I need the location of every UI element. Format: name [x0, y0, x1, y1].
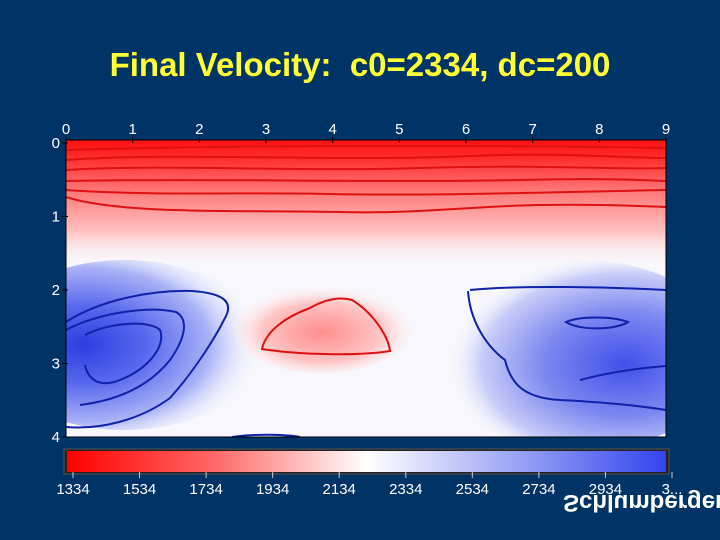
x-tick-label: 1 — [128, 121, 136, 138]
y-axis: 0 1 2 3 4 — [52, 135, 68, 446]
y-tick-label: 3 — [52, 356, 60, 373]
x-tick-label: 5 — [395, 121, 403, 138]
y-tick-label: 4 — [52, 429, 60, 446]
watermark-text: Schlumberger — [563, 489, 720, 516]
contour-line — [469, 285, 666, 291]
colorbar-tick-label: 1934 — [256, 481, 289, 498]
colorbar-gradient — [67, 451, 666, 472]
heatmap-field — [66, 140, 666, 437]
contour-line — [231, 433, 301, 437]
contour-line — [66, 308, 185, 406]
contour-line — [66, 178, 666, 182]
chart-title: Final Velocity: c0=2334, dc=200 — [109, 46, 611, 83]
contour-line — [563, 316, 631, 330]
low-velocity-lens — [232, 283, 412, 373]
contour-line — [260, 297, 392, 356]
colorbar-ticks: 1334 1534 1734 1934 2134 2334 2534 2734 2934 3... — [56, 472, 682, 498]
colorbar-tick-label: 2734 — [522, 481, 555, 498]
x-tick-label: 3 — [262, 121, 270, 138]
contour-line — [84, 322, 163, 385]
red-contours — [66, 144, 666, 356]
contour-line — [579, 365, 666, 381]
colorbar-tick-label: 3... — [662, 481, 683, 498]
y-tick-label: 0 — [52, 135, 60, 152]
blue-contours — [66, 285, 666, 437]
y-tick-label: 2 — [52, 282, 60, 299]
x-tick-label: 4 — [328, 121, 336, 138]
colorbar-tick-label: 1534 — [123, 481, 156, 498]
contour-line — [66, 196, 666, 214]
high-velocity-body-right — [430, 260, 666, 437]
y-tick-label: 1 — [52, 209, 60, 226]
contour-line — [66, 189, 666, 196]
contour-line — [66, 165, 666, 171]
x-tick-label: 8 — [595, 121, 603, 138]
high-velocity-body-left — [66, 260, 265, 430]
x-tick-label: 2 — [195, 121, 203, 138]
x-axis: 0 1 2 3 4 5 6 7 8 9 — [62, 121, 670, 143]
contour-line — [66, 144, 666, 151]
colorbar-tick-label: 1734 — [189, 481, 222, 498]
colorbar-tick-label: 1334 — [56, 481, 89, 498]
colorbar: 1334 1534 1734 1934 2134 2334 2534 2734 2934 3... — [56, 448, 682, 498]
x-tick-label: 9 — [662, 121, 670, 138]
colorbar-tick-label: 2934 — [589, 481, 622, 498]
contour-line — [66, 289, 230, 429]
colorbar-tick-label: 2134 — [323, 481, 356, 498]
contour-line — [66, 153, 666, 161]
colorbar-tick-label: 2534 — [456, 481, 489, 498]
contour-line — [467, 290, 666, 411]
x-tick-label: 6 — [462, 121, 470, 138]
x-tick-label: 0 — [62, 121, 70, 138]
plot-frame — [65, 139, 667, 438]
x-tick-label: 7 — [528, 121, 536, 138]
colorbar-tick-label: 2334 — [389, 481, 422, 498]
